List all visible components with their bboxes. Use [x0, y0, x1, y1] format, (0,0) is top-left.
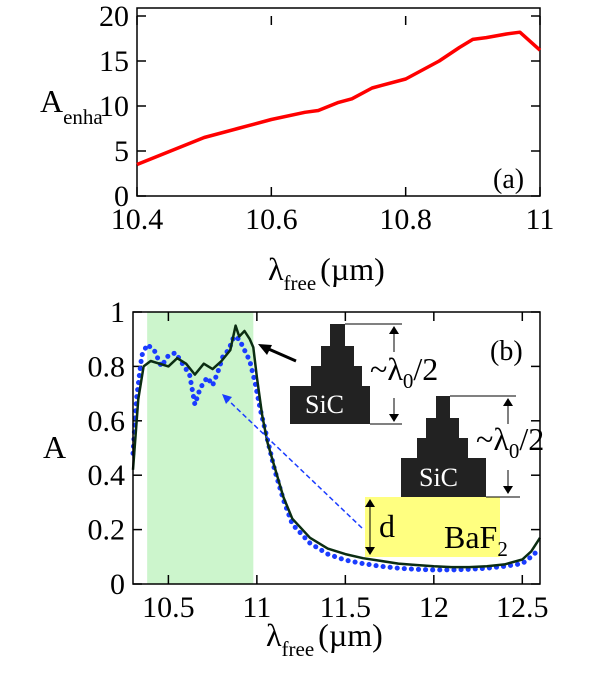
inset-2-half-wavelength: ~λ0/2: [476, 421, 544, 463]
panel-b-xtick-label: 10.5: [142, 591, 195, 624]
panel-a-xtick-label: 10.4: [111, 203, 164, 236]
panel-a-ytick-label: 20: [99, 0, 129, 33]
panel-a-xtick-label: 10.6: [245, 203, 298, 236]
panel-a-ytick-label: 0: [114, 180, 129, 213]
panel-b-label: (b): [490, 336, 523, 367]
panel-b-xtick-label: 12.5: [496, 591, 549, 624]
inset-1-sic-label: SiC: [305, 390, 344, 419]
inset-pyramid-substrate: SiC ~λ0/2 d BaF2: [365, 395, 544, 561]
panel-b-ytick-label: 0.6: [88, 405, 126, 438]
panel-a-label: (a): [493, 164, 524, 195]
panel-b-series-dotted: [130, 333, 543, 573]
panel-a-ytick-label: 5: [114, 135, 129, 168]
panel-b-ytick-label: 0.4: [88, 459, 126, 492]
inset-2-sic-label: SiC: [419, 463, 458, 492]
panel-b-series-solid: [131, 324, 542, 569]
panel-a-xtick-label: 11: [526, 203, 555, 236]
panel-a-xlabel: λfree (µm): [268, 251, 385, 295]
panel-b-ylabel: A: [43, 429, 66, 465]
panel-b-xtick-label: 12: [419, 591, 449, 624]
panel-b-ytick-label: 1: [110, 296, 125, 329]
panel-a-xtick-label: 10.8: [379, 203, 432, 236]
panel-a-ytick-label: 10: [99, 90, 129, 123]
panel-b-ytick-label: 0: [110, 568, 125, 601]
panel-b-xtick-label: 11: [242, 591, 271, 624]
panel-a-frame: [136, 7, 541, 197]
panel-b-ytick-label: 0.8: [88, 350, 126, 383]
substrate-block: [365, 497, 500, 557]
panel-b-frame: [132, 311, 541, 585]
panel-a-ylabel-sub: enha: [63, 105, 103, 129]
substrate-label: BaF2: [444, 519, 508, 561]
panel-a-ytick-label: 15: [99, 45, 129, 78]
panel-b: 10.5 11 11.5 12 12.5 0 0.2 0.4 0.6 0.8 1 (b) A λfr…: [43, 296, 549, 661]
inset-1-half-wavelength: ~λ0/2: [370, 351, 438, 393]
inset-pyramid-freestanding: SiC ~λ0/2: [290, 323, 438, 425]
panel-b-xtick-label: 11.5: [320, 591, 371, 624]
panel-b-xlabel: λfree (µm): [266, 617, 383, 661]
panel-a-series-line: [136, 30, 542, 167]
thickness-label: d: [379, 508, 395, 544]
panel-b-ytick-label: 0.2: [88, 514, 126, 547]
panel-b-shaded-band: [147, 312, 254, 584]
pointer-arrows: [222, 344, 363, 529]
panel-a: 10.4 10.6 10.8 11 0 5 10 15 20 (a) Aenha λfree (µ…: [40, 0, 554, 295]
panel-a-ylabel: Aenha: [40, 83, 103, 129]
